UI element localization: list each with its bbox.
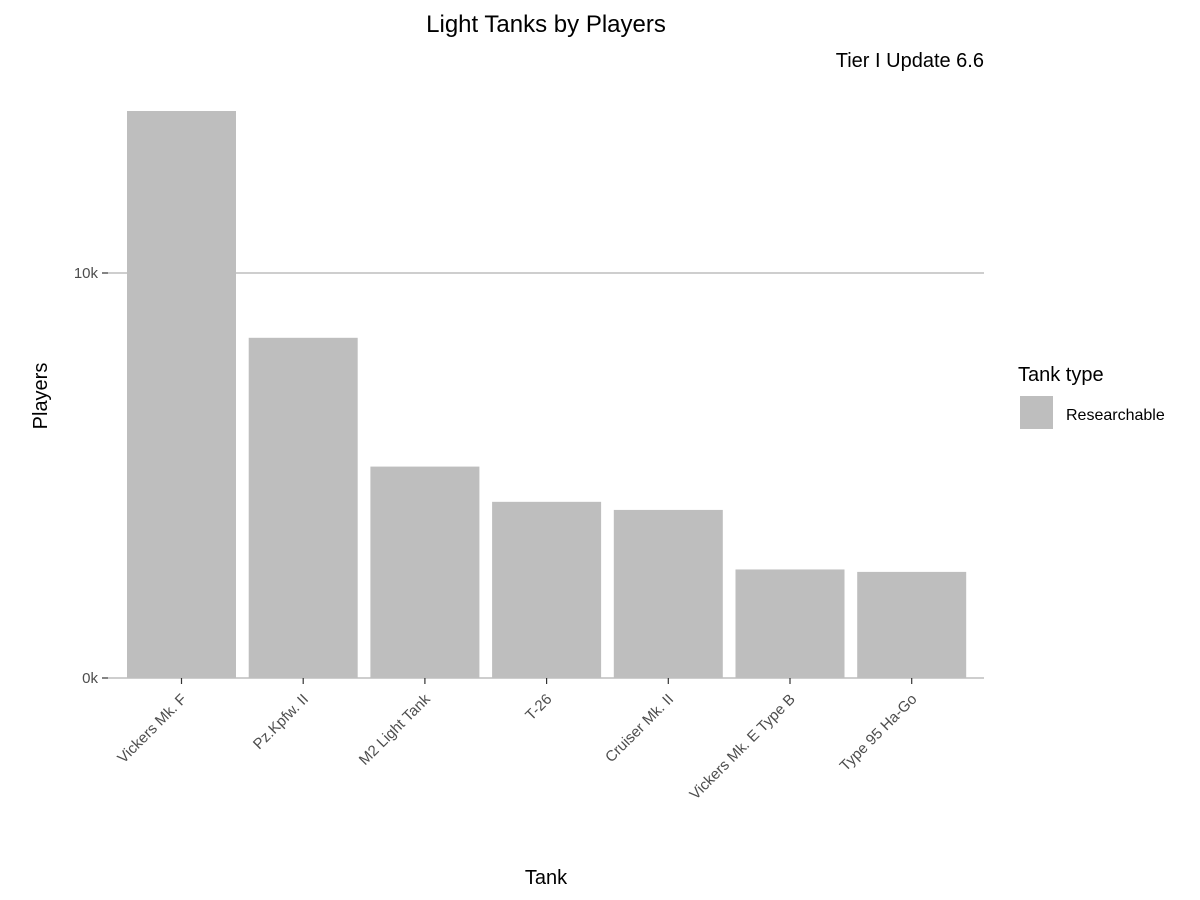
bars [127, 111, 967, 678]
x-tick-label-4: Cruiser Mk. II [602, 691, 677, 766]
bar-4 [613, 509, 723, 678]
bar-1 [248, 337, 358, 678]
bar-6 [857, 571, 967, 678]
bar-0 [127, 111, 236, 678]
x-tick-label-6: Type 95 Ha-Go [837, 691, 921, 775]
legend-key-researchable [1020, 396, 1053, 429]
y-tick-label-1: 10k [74, 265, 99, 282]
x-tick-label-0: Vickers Mk. F [114, 691, 190, 767]
bar-2 [370, 466, 480, 678]
y-tick-label-0: 0k [82, 670, 98, 687]
x-tick-label-5: Vickers Mk. E Type B [686, 691, 798, 803]
chart-title: Light Tanks by Players [426, 11, 666, 38]
legend: Tank type Researchable [1018, 364, 1165, 429]
x-tick-label-1: Pz.Kpfw. II [250, 691, 312, 753]
legend-label-researchable: Researchable [1066, 407, 1165, 424]
bar-3 [492, 501, 602, 678]
x-tick-label-3: T-26 [522, 691, 555, 724]
bar-5 [735, 569, 845, 678]
legend-title: Tank type [1018, 364, 1104, 386]
x-axis-title: Tank [525, 867, 568, 889]
y-axis-title: Players [30, 363, 52, 430]
x-tick-label-2: M2 Light Tank [356, 690, 434, 768]
chart-subtitle: Tier I Update 6.6 [836, 50, 984, 72]
